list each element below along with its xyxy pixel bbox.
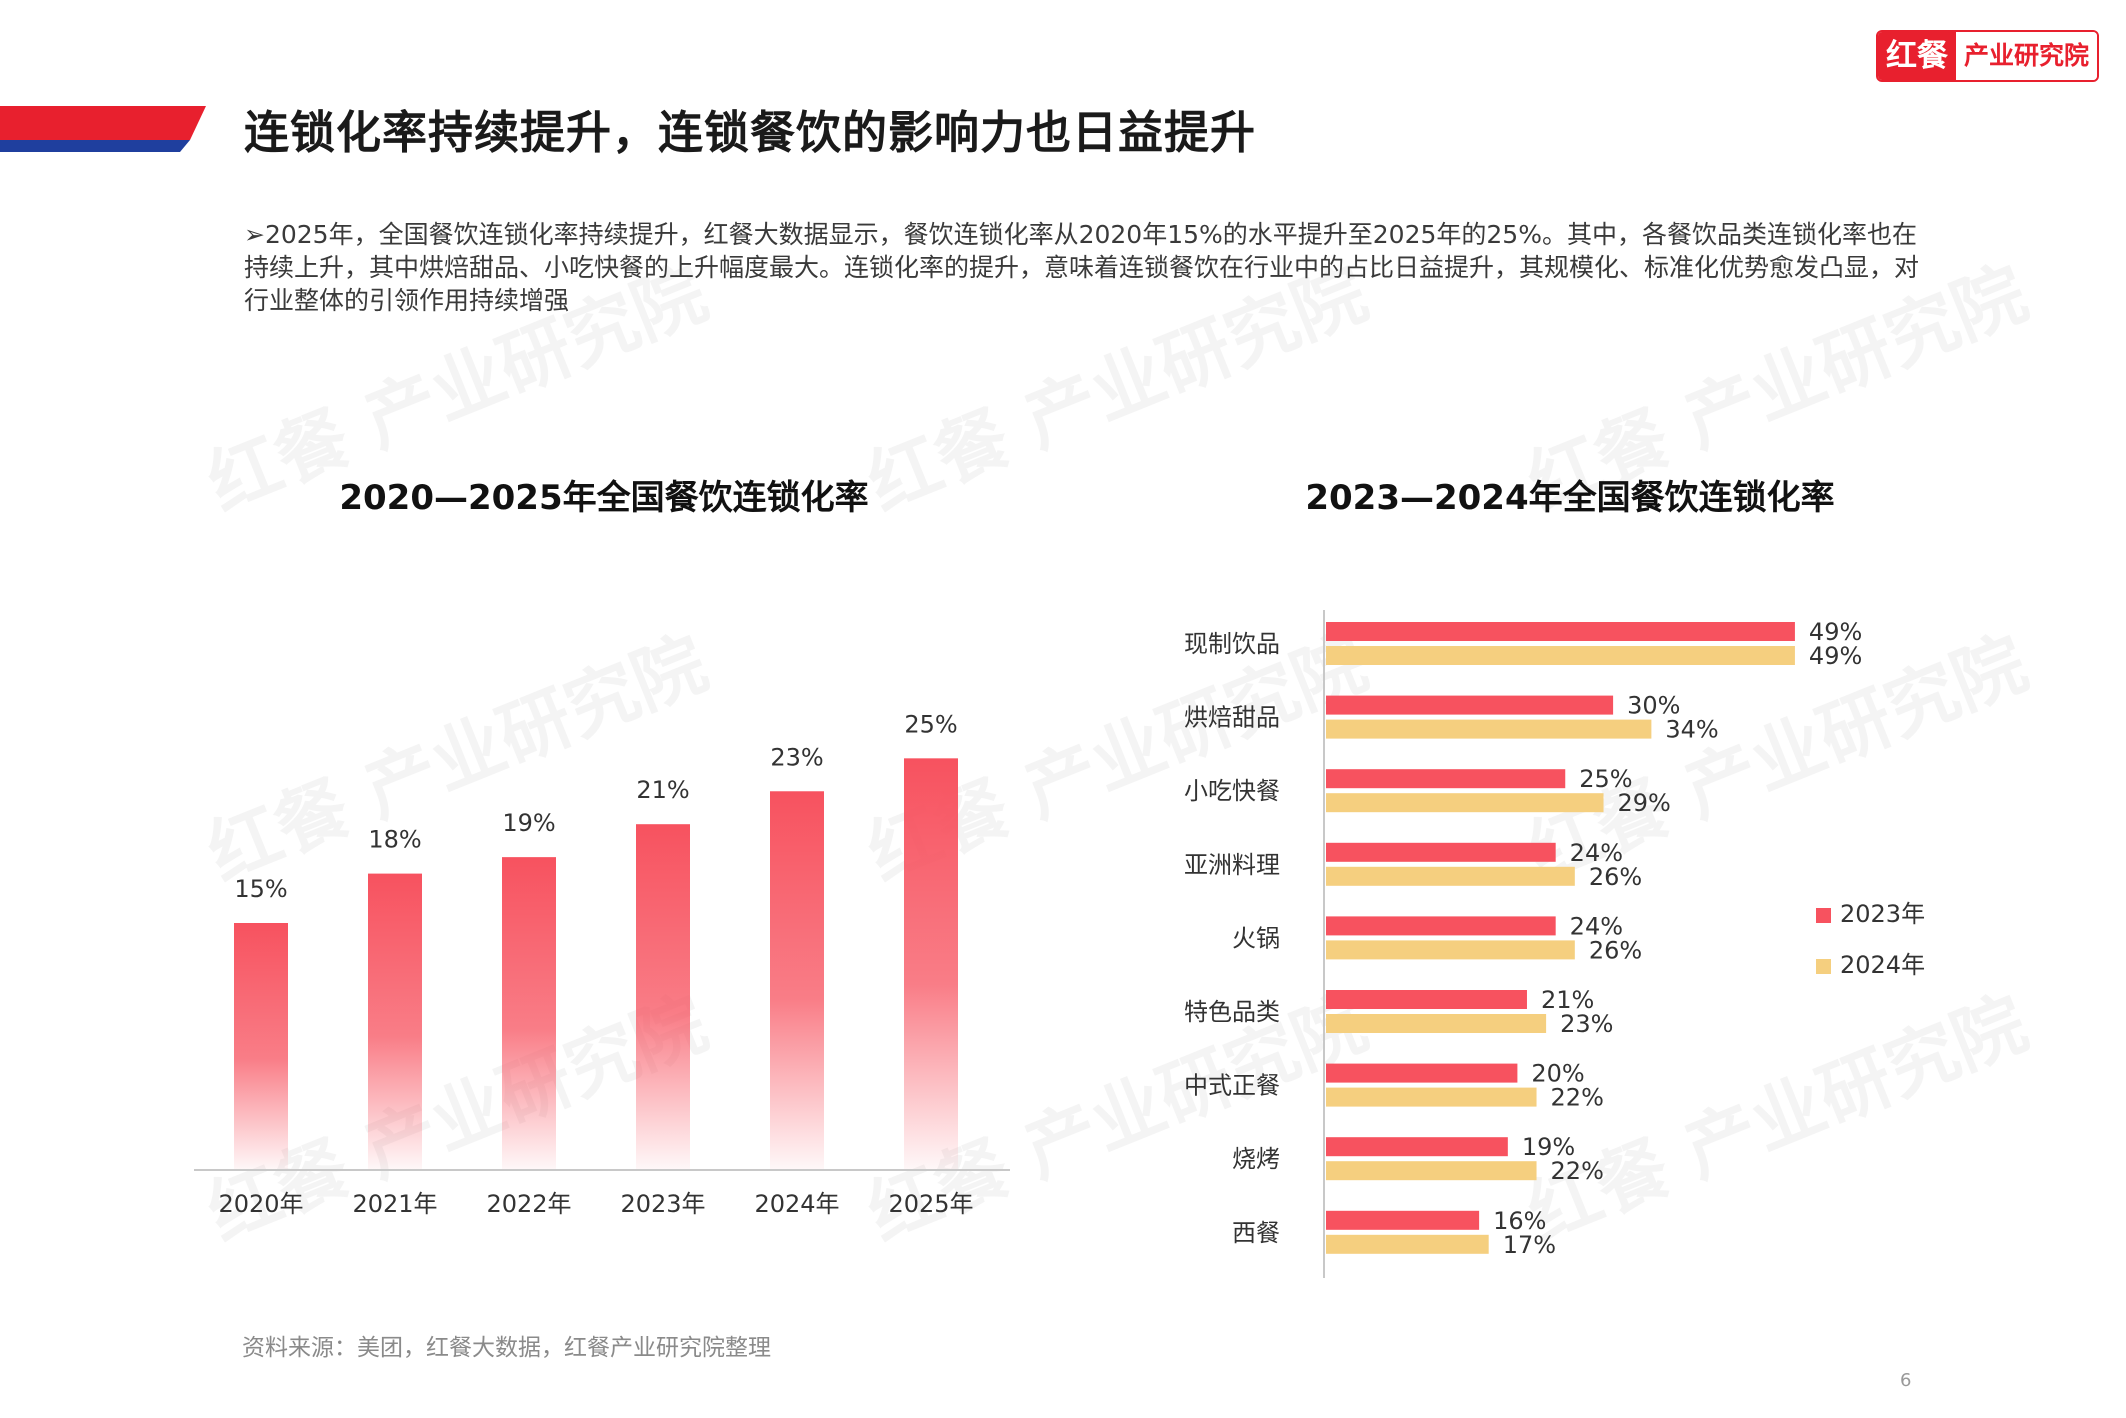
chart2-bar-2024 bbox=[1326, 1087, 1537, 1107]
chart1-value-label: 19% bbox=[502, 809, 555, 837]
chart1-tick-label: 2021年 bbox=[352, 1190, 437, 1218]
chart2-value-label: 26% bbox=[1589, 936, 1642, 964]
chart1-bar bbox=[234, 923, 288, 1170]
chart1-tick-label: 2024年 bbox=[754, 1190, 839, 1218]
source-note: 资料来源：美团，红餐大数据，红餐产业研究院整理 bbox=[242, 1335, 771, 1361]
logo-text: 产业研究院 bbox=[1956, 32, 2098, 80]
chart2-bar-2023 bbox=[1326, 695, 1614, 715]
chart2-value-label: 21% bbox=[1541, 986, 1594, 1014]
chart2-bar-2023 bbox=[1326, 990, 1527, 1009]
chart1-bar bbox=[502, 857, 556, 1170]
chart2-legend: 2023年 2024年 bbox=[1816, 900, 1925, 979]
chart1-tick-label: 2020年 bbox=[218, 1190, 303, 1218]
chart2-bar-2023 bbox=[1326, 769, 1566, 789]
chart2-value-label: 29% bbox=[1618, 789, 1671, 817]
chart2-value-label: 20% bbox=[1531, 1060, 1584, 1088]
chart2-value-label: 19% bbox=[1522, 1133, 1575, 1161]
chart1-vertical-bar: 15% 2020年 18% 2021年 19% 2022年 21% 2023年 23% 2024年… bbox=[194, 710, 1010, 1218]
chart2-value-label: 49% bbox=[1809, 642, 1862, 670]
chart2-bar-2024 bbox=[1326, 793, 1604, 813]
chart2-value-label: 24% bbox=[1570, 912, 1623, 940]
intro-text: 2025年，全国餐饮连锁化率持续提升，红餐大数据显示，餐饮连锁化率从2020年1… bbox=[244, 220, 1920, 315]
chart2-bar-2023 bbox=[1326, 1137, 1508, 1157]
bullet-icon: ➢ bbox=[244, 220, 265, 249]
chart2-bar-2023 bbox=[1326, 916, 1556, 936]
chart2-bar-2023 bbox=[1326, 842, 1556, 862]
chart1-title: 2020—2025年全国餐饮连锁化率 bbox=[339, 478, 869, 518]
chart2-category-label: 亚洲料理 bbox=[1184, 851, 1280, 879]
chart2-value-label: 49% bbox=[1809, 618, 1862, 646]
chart2-bar-2024 bbox=[1326, 1234, 1489, 1254]
chart2-bar-2024 bbox=[1326, 940, 1575, 960]
chart1-value-label: 21% bbox=[636, 776, 689, 804]
chart2-bar-2024 bbox=[1326, 866, 1575, 886]
chart2-bar-2024 bbox=[1326, 719, 1652, 739]
chart2-horizontal-bar: 现制饮品 49%49%烘焙甜品 30%34%小吃快餐 25%29%亚洲料理 24%26%… bbox=[1184, 610, 1925, 1278]
chart2-value-label: 22% bbox=[1551, 1084, 1604, 1112]
chart2-value-label: 30% bbox=[1627, 692, 1680, 720]
chart2-category-label: 小吃快餐 bbox=[1184, 777, 1280, 805]
brand-logo: 红餐 产业研究院 bbox=[1876, 30, 2100, 82]
legend-label-2023: 2023年 bbox=[1840, 900, 1925, 928]
chart1-value-label: 18% bbox=[368, 826, 421, 854]
chart2-value-label: 24% bbox=[1570, 839, 1623, 867]
chart2-value-label: 23% bbox=[1560, 1010, 1613, 1038]
chart2-value-label: 17% bbox=[1503, 1231, 1556, 1259]
title-bar-decoration bbox=[0, 106, 206, 152]
intro-paragraph: ➢2025年，全国餐饮连锁化率持续提升，红餐大数据显示，餐饮连锁化率从2020年… bbox=[244, 218, 1924, 317]
chart2-bar-2023 bbox=[1326, 1210, 1480, 1230]
chart1-bar bbox=[904, 758, 958, 1170]
logo-mark: 红餐 bbox=[1878, 32, 1956, 80]
chart1-tick-label: 2025年 bbox=[888, 1190, 973, 1218]
chart2-category-label: 火锅 bbox=[1232, 924, 1280, 952]
legend-swatch-2024 bbox=[1816, 959, 1831, 974]
chart2-bar-2023 bbox=[1326, 622, 1795, 641]
legend-label-2024: 2024年 bbox=[1840, 951, 1925, 979]
chart1-bar bbox=[770, 791, 824, 1170]
chart2-bar-2023 bbox=[1326, 1063, 1518, 1083]
chart2-value-label: 25% bbox=[1579, 765, 1632, 793]
chart2-value-label: 16% bbox=[1493, 1207, 1546, 1235]
chart2-category-label: 现制饮品 bbox=[1184, 630, 1280, 658]
chart2-value-label: 26% bbox=[1589, 863, 1642, 891]
page-title: 连锁化率持续提升，连锁餐饮的影响力也日益提升 bbox=[244, 106, 1257, 159]
legend-swatch-2023 bbox=[1816, 908, 1831, 923]
chart2-bar-2024 bbox=[1326, 1014, 1547, 1033]
chart1-tick-label: 2023年 bbox=[620, 1190, 705, 1218]
chart1-bar bbox=[636, 824, 690, 1170]
chart2-category-label: 中式正餐 bbox=[1184, 1072, 1280, 1100]
chart1-value-label: 25% bbox=[904, 710, 957, 738]
chart2-category-label: 特色品类 bbox=[1184, 998, 1280, 1026]
chart2-category-label: 烘焙甜品 bbox=[1184, 704, 1280, 732]
chart2-value-label: 34% bbox=[1665, 716, 1718, 744]
chart2-value-label: 22% bbox=[1551, 1157, 1604, 1185]
chart1-value-label: 23% bbox=[770, 743, 823, 771]
chart1-tick-label: 2022年 bbox=[486, 1190, 571, 1218]
chart2-bar-2024 bbox=[1326, 1161, 1537, 1181]
chart1-bar bbox=[368, 873, 422, 1170]
chart2-title: 2023—2024年全国餐饮连锁化率 bbox=[1305, 478, 1835, 518]
page-number: 6 bbox=[1900, 1370, 1912, 1391]
chart2-bar-2024 bbox=[1326, 646, 1795, 665]
chart1-value-label: 15% bbox=[234, 875, 287, 903]
chart2-category-label: 西餐 bbox=[1232, 1219, 1280, 1247]
chart2-category-label: 烧烤 bbox=[1232, 1145, 1280, 1173]
